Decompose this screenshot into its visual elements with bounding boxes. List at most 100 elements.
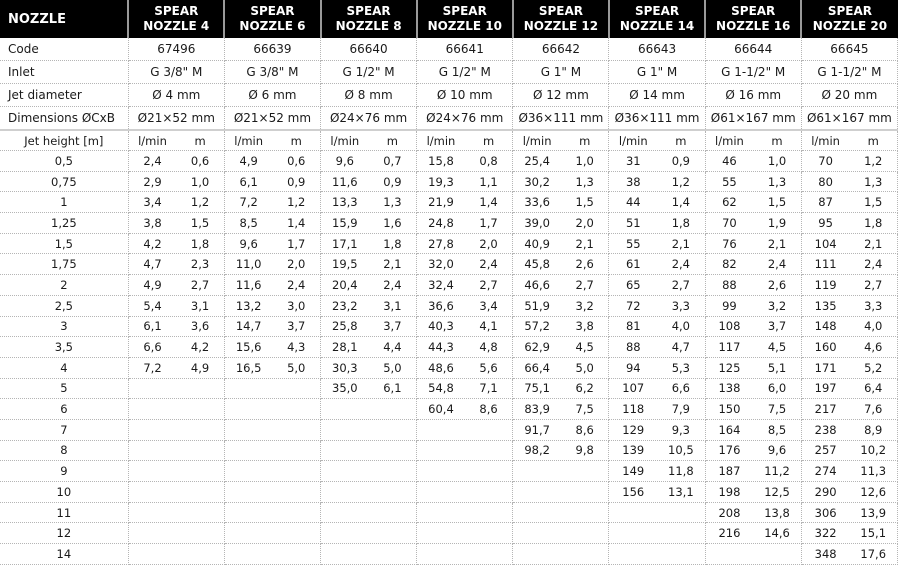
value-cell xyxy=(128,419,225,441)
value-cell: 9,6 0,7 xyxy=(320,150,418,172)
nozzle-column-header: SPEAR NOZZLE 10 xyxy=(416,0,514,38)
value-cell: 138 6,0 xyxy=(705,378,802,400)
flow-value: 54,8 xyxy=(428,381,454,396)
flow-value: 3,8 xyxy=(143,215,162,230)
distance-value: 2,6 xyxy=(767,277,787,292)
distance-value: 0,9 xyxy=(671,153,690,168)
units-cell: l/min m xyxy=(224,130,322,151)
flow-value: 70 xyxy=(722,215,737,230)
spec-value: G 3/8" M xyxy=(224,60,322,84)
flow-value: 238 xyxy=(814,422,837,437)
flow-value: 55 xyxy=(722,174,737,189)
table-row: 5 35,0 6,1 54,8 7,1 75,1 6,2 107 6,6 138 6,0 197 6,4 xyxy=(0,378,899,400)
jet-height-value: 7 xyxy=(0,419,129,441)
value-cell: 25,4 1,0 xyxy=(512,150,610,172)
spec-value: Ø36×111 mm xyxy=(608,106,706,131)
jet-height-value: 2 xyxy=(0,274,129,296)
distance-value: 2,1 xyxy=(671,236,690,251)
distance-value: 1,5 xyxy=(767,195,787,210)
nozzle-column-header: SPEAR NOZZLE 20 xyxy=(801,0,898,38)
distance-value: 4,3 xyxy=(287,340,306,355)
distance-value: 0,7 xyxy=(383,153,402,168)
jet-height-value: 1,5 xyxy=(0,233,129,255)
table-row: 9 149 11,8 187 11,2 274 11,3 xyxy=(0,460,899,482)
value-cell xyxy=(320,460,418,482)
distance-value: 2,4 xyxy=(671,257,690,272)
jet-height-value: 12 xyxy=(0,522,129,545)
flow-value: 150 xyxy=(718,402,741,417)
distance-value: 4,0 xyxy=(671,319,690,334)
value-cell: 44,3 4,8 xyxy=(416,336,514,358)
spec-value: Ø 10 mm xyxy=(416,83,514,107)
table-row: 2,5 5,4 3,1 13,2 3,0 23,2 3,1 36,6 3,4 51,9 3,2 72 3… xyxy=(0,295,899,317)
distance-value: 2,1 xyxy=(767,236,787,251)
flow-value: 7,2 xyxy=(239,195,258,210)
flow-value: 15,9 xyxy=(332,215,358,230)
value-cell: 48,6 5,6 xyxy=(416,357,514,379)
distance-value: 5,0 xyxy=(287,360,306,375)
value-cell xyxy=(224,440,322,462)
value-cell: 51 1,8 xyxy=(608,212,706,234)
table-row: 0,5 2,4 0,6 4,9 0,6 9,6 0,7 15,8 0,8 25,4 1,0 31 0,9… xyxy=(0,150,899,172)
jet-height-header: Jet height [m] xyxy=(0,130,129,151)
flow-value: 119 xyxy=(814,277,837,292)
flow-value: 72 xyxy=(625,298,641,313)
value-cell xyxy=(128,481,225,503)
value-cell: 322 15,1 xyxy=(801,522,899,545)
distance-value: 1,5 xyxy=(864,195,883,210)
distance-unit: m xyxy=(482,133,495,148)
value-cell xyxy=(224,398,322,420)
value-cell: 176 9,6 xyxy=(705,440,802,462)
distance-value: 15,1 xyxy=(860,526,887,541)
value-cell: 15,9 1,6 xyxy=(320,212,418,234)
value-cell: 88 2,6 xyxy=(705,274,802,296)
value-cell: 108 3,7 xyxy=(705,316,802,338)
value-cell xyxy=(224,522,322,545)
spec-value: 66640 xyxy=(320,38,418,61)
distance-value: 6,4 xyxy=(864,381,883,396)
spec-value: 66639 xyxy=(224,38,322,61)
flow-value: 16,5 xyxy=(235,360,262,375)
table-row: 1 3,4 1,2 7,2 1,2 13,3 1,3 21,9 1,4 33,6 1,5 44 1,4 6… xyxy=(0,191,899,214)
value-cell xyxy=(320,543,418,565)
distance-value: 3,7 xyxy=(287,319,306,334)
distance-value: 5,0 xyxy=(383,360,402,375)
distance-value: 6,2 xyxy=(575,381,594,396)
distance-value: 3,4 xyxy=(479,298,498,313)
flow-value: 11,6 xyxy=(235,277,262,292)
spec-value: G 1/2" M xyxy=(320,60,418,84)
flow-value: 25,4 xyxy=(524,153,550,168)
distance-unit: m xyxy=(675,133,687,148)
value-cell: 62 1,5 xyxy=(705,191,802,214)
distance-value: 1,2 xyxy=(671,174,690,189)
distance-value: 3,3 xyxy=(671,298,690,313)
value-cell: 87 1,5 xyxy=(801,191,899,214)
flow-value: 4,9 xyxy=(239,153,258,168)
nozzle-column-header: SPEAR NOZZLE 8 xyxy=(320,0,418,38)
table-row: 1,25 3,8 1,5 8,5 1,4 15,9 1,6 24,8 1,7 39,0 2,0 51 1… xyxy=(0,212,899,234)
distance-value: 1,5 xyxy=(190,215,210,230)
value-cell: 94 5,3 xyxy=(608,357,706,379)
distance-value: 2,4 xyxy=(287,277,306,292)
value-cell: 208 13,8 xyxy=(705,502,802,524)
value-cell xyxy=(128,522,225,545)
value-cell xyxy=(608,522,706,545)
value-cell: 57,2 3,8 xyxy=(512,316,610,338)
distance-unit: m xyxy=(579,133,591,148)
distance-value: 1,2 xyxy=(190,195,210,210)
distance-value: 10,2 xyxy=(860,443,887,458)
flow-value: 83,9 xyxy=(524,402,550,417)
flow-unit: l/min xyxy=(715,133,744,148)
value-cell: 149 11,8 xyxy=(608,460,706,482)
value-cell: 75,1 6,2 xyxy=(512,378,610,400)
value-cell: 38 1,2 xyxy=(608,171,706,193)
value-cell xyxy=(320,440,418,462)
distance-value: 17,6 xyxy=(860,546,887,561)
units-cell: l/min m xyxy=(416,130,514,151)
flow-value: 76 xyxy=(722,236,737,251)
value-cell: 32,4 2,7 xyxy=(416,274,514,296)
distance-value: 1,7 xyxy=(479,215,498,230)
value-cell: 70 1,9 xyxy=(705,212,802,234)
jet-height-value: 0,75 xyxy=(0,171,129,193)
